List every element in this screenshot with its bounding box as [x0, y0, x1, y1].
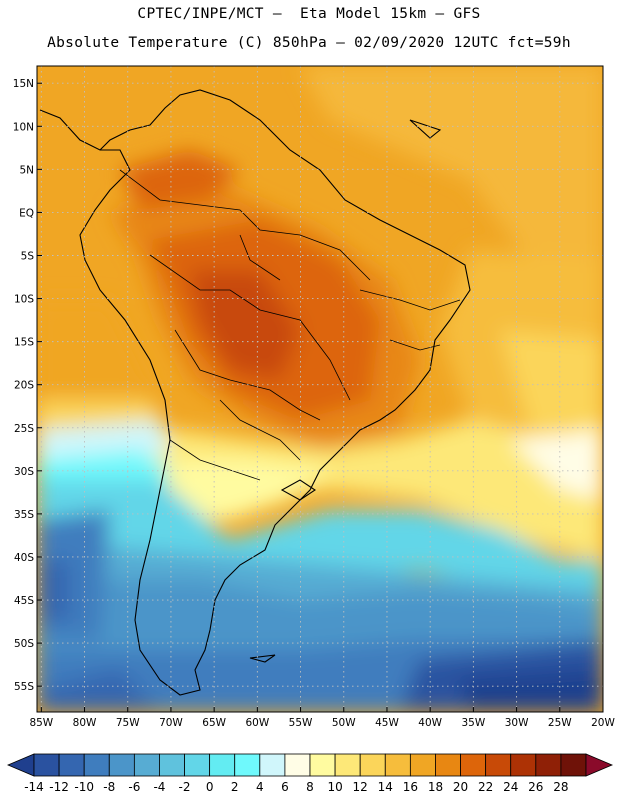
colorbar-swatch [133, 753, 160, 777]
colorbar-swatch [159, 753, 185, 777]
colorbar-tick-label: 10 [327, 780, 342, 794]
latitude-labels: 15N 10N 5N EQ 5S 10S 15S 20S 25S 30S 35S 40S 45S 50S 5… [13, 78, 42, 693]
colorbar-swatch [460, 753, 487, 777]
lon-tick-label: 80W [73, 717, 97, 729]
lon-tick-label: 45W [375, 717, 399, 729]
lat-tick-label: 40S [14, 552, 34, 564]
colorbar-low-tip [6, 753, 35, 777]
colorbar-tick-label: 6 [281, 780, 289, 794]
colorbar-swatch [259, 753, 286, 777]
colorbar-tick-label: 26 [528, 780, 543, 794]
colorbar-tick-labels: -14 -12 -10 -8 -6 -4 -2 0 2 4 6 8 10 12 14 16 18 20 22 24 26… [24, 780, 568, 794]
colorbar-tick-label: -14 [24, 780, 44, 794]
lat-tick-label: 50S [14, 638, 34, 650]
colorbar-tick-label: -12 [49, 780, 69, 794]
lat-tick-label: 15N [13, 78, 34, 90]
lon-tick-label: 35W [462, 717, 486, 729]
map-frame [36, 65, 604, 713]
colorbar-tick-label: 28 [553, 780, 568, 794]
colorbar-swatch [108, 753, 135, 777]
colorbar-swatch [334, 753, 361, 777]
colorbar-tick-label: 14 [378, 780, 393, 794]
lon-tick-label: 40W [418, 717, 442, 729]
lat-tick-label: 30S [14, 466, 34, 478]
colorbar-swatch [58, 753, 85, 777]
colorbar [6, 753, 614, 777]
colorbar-high-tip [585, 753, 614, 777]
colorbar-swatch [560, 753, 587, 777]
lat-tick-label: EQ [19, 207, 34, 219]
colorbar-tick-label: 24 [503, 780, 518, 794]
colorbar-tick-label: -4 [153, 780, 165, 794]
coastline [39, 89, 471, 696]
country-borders [119, 169, 461, 481]
colorbar-tick-label: 0 [206, 780, 214, 794]
lon-tick-label: 85W [29, 717, 53, 729]
colorbar-tick-label: 2 [231, 780, 239, 794]
lat-tick-label: 15S [14, 337, 34, 349]
lat-tick-label: 5N [19, 164, 34, 176]
colorbar-tick-label: 8 [306, 780, 314, 794]
colorbar-swatch [209, 753, 236, 777]
colorbar-tick-label: 12 [353, 780, 368, 794]
lon-tick-label: 65W [202, 717, 226, 729]
colorbar-swatch [409, 753, 436, 777]
colorbar-tick-label: -10 [74, 780, 94, 794]
colorbar-swatch [33, 753, 60, 777]
chart-title-line2: Absolute Temperature (C) 850hPa – 02/09/… [47, 35, 571, 51]
colorbar-swatch [184, 753, 211, 777]
colorbar-swatch [485, 753, 512, 777]
colorbar-swatch [284, 753, 311, 777]
colorbar-swatch [435, 753, 461, 777]
lat-tick-label: 35S [14, 509, 34, 521]
colorbar-swatch [384, 753, 411, 777]
lat-tick-label: 10S [14, 294, 34, 306]
lat-tick-label: 55S [14, 681, 34, 693]
colorbar-tick-label: -6 [128, 780, 140, 794]
lat-tick-label: 25S [14, 423, 34, 435]
lat-tick-label: 5S [21, 250, 35, 262]
lon-tick-label: 50W [332, 717, 356, 729]
colorbar-tick-label: 4 [256, 780, 264, 794]
longitude-labels: 85W 80W 75W 70W 65W 60W 55W 50W 45W 40W 35W 30W 25W 2… [29, 707, 615, 729]
lat-tick-label: 20S [14, 380, 34, 392]
colorbar-swatch [83, 753, 110, 777]
colorbar-tick-label: 22 [478, 780, 493, 794]
colorbar-tick-label: 20 [453, 780, 468, 794]
colorbar-swatch [234, 753, 261, 777]
chart-title-line1: CPTEC/INPE/MCT – Eta Model 15km – GFS [137, 6, 481, 22]
colorbar-tick-label: 16 [403, 780, 418, 794]
lon-tick-label: 30W [505, 717, 529, 729]
colorbar-tick-label: 18 [428, 780, 443, 794]
lon-tick-label: 25W [548, 717, 572, 729]
lon-tick-label: 20W [591, 717, 615, 729]
lon-tick-label: 55W [289, 717, 313, 729]
colorbar-swatch [535, 753, 562, 777]
lon-tick-label: 75W [116, 717, 140, 729]
colorbar-tick-label: -2 [179, 780, 191, 794]
lat-tick-label: 45S [14, 595, 34, 607]
colorbar-tick-label: -8 [103, 780, 115, 794]
colorbar-swatch [359, 753, 386, 777]
lon-tick-label: 60W [245, 717, 269, 729]
colorbar-swatch [309, 753, 336, 777]
lat-tick-label: 10N [13, 121, 34, 133]
colorbar-swatch [510, 753, 537, 777]
temperature-field [37, 66, 603, 712]
lon-tick-label: 70W [159, 717, 183, 729]
